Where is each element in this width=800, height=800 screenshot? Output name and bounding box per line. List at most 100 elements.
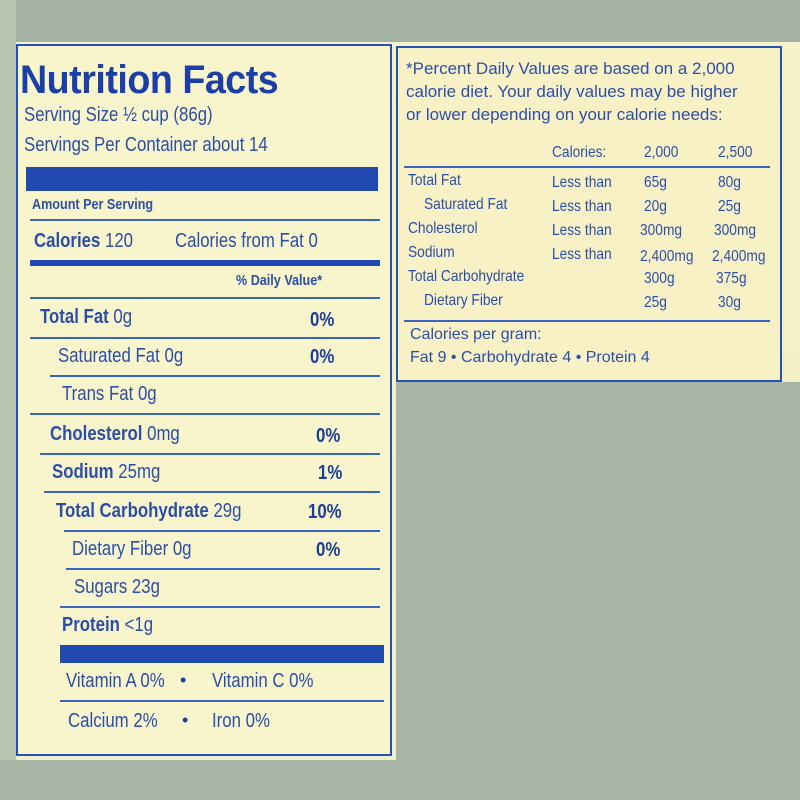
- bullet-separator: •: [182, 710, 189, 730]
- calories-value: 120: [104, 230, 134, 252]
- bullet-separator: •: [180, 670, 187, 690]
- rule-8: [60, 606, 380, 608]
- iron: Iron 0%: [212, 710, 270, 732]
- dv-total-fat: 0%: [310, 309, 335, 331]
- rule-4: [40, 453, 380, 455]
- nutrient-amount: 23g: [131, 576, 160, 598]
- background-left: [0, 0, 16, 800]
- fn-row-qual: Less than: [552, 198, 612, 215]
- calcium: Calcium 2%: [68, 710, 158, 732]
- dv-saturated-fat: 0%: [310, 346, 335, 368]
- rule-dv: [30, 297, 380, 299]
- nutrient-row-cholesterol: Cholesterol 0mg: [50, 423, 180, 446]
- rule-6: [64, 530, 380, 532]
- fn-row-qual: Less than: [552, 246, 612, 263]
- nutrient-amount: 0mg: [147, 423, 180, 445]
- footnote-panel: [396, 46, 782, 382]
- nutrient-amount: 0g: [113, 306, 133, 328]
- servings-per-container: Servings Per Container about 14: [24, 134, 268, 156]
- rule-5: [44, 491, 380, 493]
- label-title: Nutrition Facts: [20, 58, 279, 102]
- background-bottom: [0, 760, 800, 800]
- fn-row-name: Saturated Fat: [424, 196, 508, 213]
- fn-row-name: Cholesterol: [408, 220, 478, 237]
- fn-row-v1: 300g: [644, 270, 675, 287]
- nutrient-row-total-carbohydrate: Total Carbohydrate 29g: [56, 500, 241, 523]
- nutrient-name: Sugars: [74, 576, 128, 598]
- rule-3: [30, 413, 380, 415]
- footnote-rule-header: [404, 166, 770, 168]
- footnote-line-3: or lower depending on your calorie needs…: [406, 105, 723, 124]
- fn-row-v1: 2,400mg: [640, 248, 694, 265]
- fn-row-v1: 20g: [644, 198, 667, 215]
- rule-1: [30, 337, 380, 339]
- fn-row-name: Total Fat: [408, 172, 461, 189]
- fn-row-v2: 300mg: [714, 222, 757, 239]
- calories-header-2000: 2,000: [644, 144, 679, 161]
- nutrient-row-total-fat: Total Fat 0g: [40, 306, 132, 329]
- nutrient-row-protein: Protein <1g: [62, 614, 153, 637]
- calories-from-fat: Calories from Fat 0: [175, 230, 318, 252]
- rule-vitamins: [60, 700, 384, 702]
- fn-row-name: Dietary Fiber: [424, 292, 503, 309]
- fn-row-v2: 375g: [716, 270, 747, 287]
- nutrient-amount: <1g: [124, 614, 154, 636]
- vitamin-c: Vitamin C 0%: [212, 670, 314, 692]
- fn-row-v1: 300mg: [640, 222, 683, 239]
- daily-value-header: % Daily Value*: [236, 272, 323, 289]
- nutrient-amount: 0g: [172, 538, 192, 560]
- nutrient-row-saturated-fat: Saturated Fat 0g: [58, 345, 183, 368]
- dv-cholesterol: 0%: [316, 425, 341, 447]
- fn-row-v2: 2,400mg: [712, 248, 766, 265]
- footnote-line-1: *Percent Daily Values are based on a 2,0…: [406, 59, 735, 78]
- vitamin-a: Vitamin A 0%: [66, 670, 165, 692]
- nutrient-name: Sodium: [52, 461, 114, 483]
- rule-under-amount: [30, 219, 380, 221]
- nutrient-row-trans-fat: Trans Fat 0g: [62, 383, 157, 406]
- nutrient-name: Dietary Fiber: [72, 538, 169, 560]
- dv-sodium: 1%: [318, 462, 343, 484]
- nutrient-name: Total Carbohydrate: [56, 500, 209, 522]
- thick-rule-calories: [30, 260, 380, 266]
- calories-label: Calories: [34, 230, 101, 252]
- rule-2: [50, 375, 380, 377]
- nutrient-name: Trans Fat: [62, 383, 134, 405]
- amount-per-serving: Amount Per Serving: [32, 196, 154, 213]
- nutrient-amount: 29g: [213, 500, 242, 522]
- nutrient-name: Total Fat: [40, 306, 109, 328]
- nutrient-amount: 0g: [164, 345, 184, 367]
- nutrient-row-dietary-fiber: Dietary Fiber 0g: [72, 538, 192, 561]
- calories-row: Calories 120: [34, 230, 133, 253]
- fn-row-v2: 30g: [718, 294, 741, 311]
- nutrient-name: Saturated Fat: [58, 345, 160, 367]
- nutrient-amount: 25mg: [118, 461, 161, 483]
- thick-bar-top: [26, 167, 378, 191]
- fn-row-qual: Less than: [552, 174, 612, 191]
- fn-row-qual: Less than: [552, 222, 612, 239]
- fn-row-v1: 25g: [644, 294, 667, 311]
- calories-header-label: Calories:: [552, 144, 607, 161]
- rule-7: [66, 568, 380, 570]
- calories-header-2500: 2,500: [718, 144, 753, 161]
- thick-bar-vitamins: [60, 645, 384, 663]
- fn-row-name: Sodium: [408, 244, 455, 261]
- background-top: [0, 0, 800, 42]
- fn-row-v1: 65g: [644, 174, 667, 191]
- serving-size: Serving Size ½ cup (86g): [24, 104, 213, 126]
- nutrient-name: Cholesterol: [50, 423, 143, 445]
- calories-per-gram-values: Fat 9 • Carbohydrate 4 • Protein 4: [410, 349, 650, 366]
- calories-per-gram-label: Calories per gram:: [410, 326, 542, 343]
- footnote-rule-bottom: [404, 320, 770, 322]
- nutrition-facts-panel: [16, 44, 392, 756]
- nutrient-row-sugars: Sugars 23g: [74, 576, 160, 599]
- fn-row-name: Total Carbohydrate: [408, 268, 525, 285]
- footnote-line-2: calorie diet. Your daily values may be h…: [406, 82, 738, 101]
- nutrient-name: Protein: [62, 614, 120, 636]
- background-lower-right: [396, 382, 800, 760]
- nutrient-row-sodium: Sodium 25mg: [52, 461, 160, 484]
- fn-row-v2: 80g: [718, 174, 741, 191]
- nutrient-amount: 0g: [137, 383, 157, 405]
- dv-total-carbohydrate: 10%: [308, 501, 342, 523]
- fn-row-v2: 25g: [718, 198, 741, 215]
- dv-dietary-fiber: 0%: [316, 539, 341, 561]
